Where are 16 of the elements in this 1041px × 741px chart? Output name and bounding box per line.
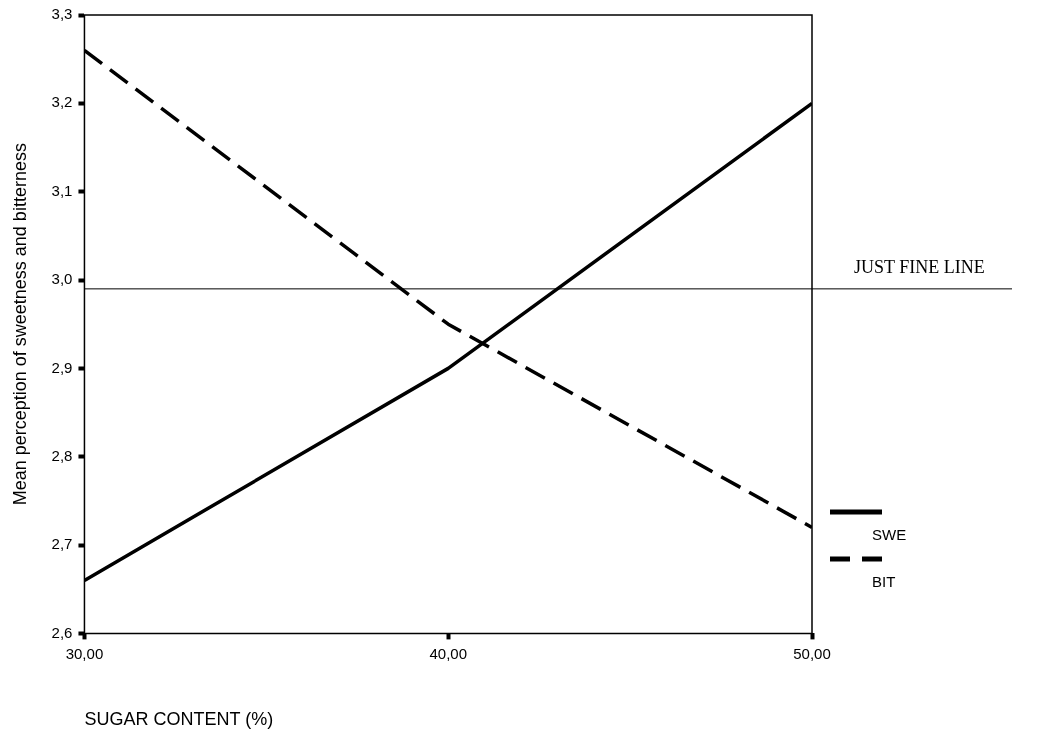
x-axis-title: SUGAR CONTENT (%) <box>84 709 274 730</box>
ref-line-label: JUST FINE LINE <box>854 256 985 277</box>
y-tick-label: 3,2 <box>51 93 73 111</box>
y-tick-label: 3,1 <box>51 181 73 199</box>
x-tick-label: 30,00 <box>65 644 104 662</box>
y-tick-label: 3,0 <box>51 270 73 288</box>
y-axis-title: Mean perception of sweetness and bitterness <box>9 143 30 506</box>
x-tick-label: 50,00 <box>793 644 831 662</box>
text: SWE <box>872 526 907 543</box>
text: BIT <box>872 573 896 590</box>
y-tick-label: 3,3 <box>51 5 73 23</box>
y-tick-label: 2,8 <box>51 446 73 464</box>
y-tick-label: 2,9 <box>51 358 73 376</box>
x-tick-label: 40,00 <box>429 644 467 662</box>
y-tick-label: 2,6 <box>51 623 73 641</box>
y-tick-label: 2,7 <box>51 535 73 553</box>
